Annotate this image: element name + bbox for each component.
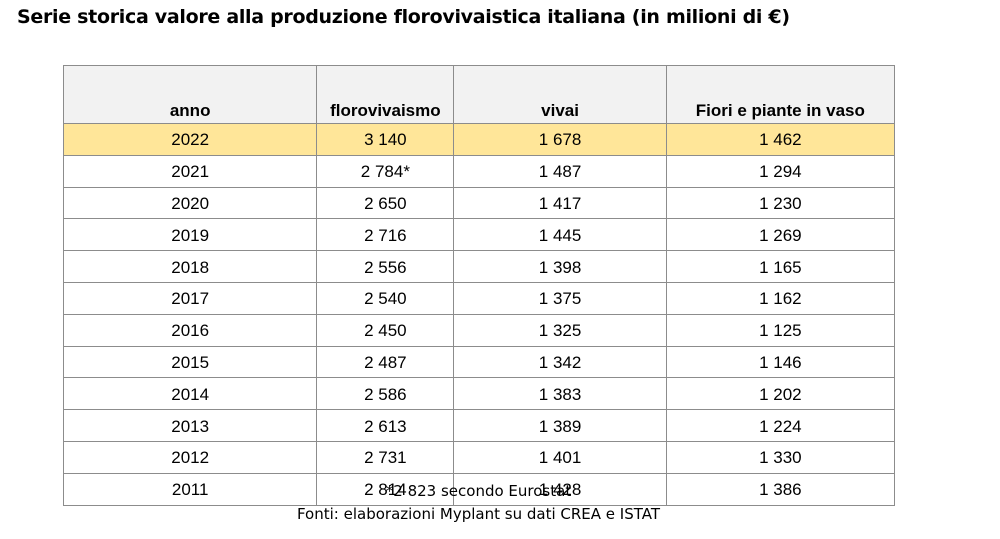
table-row: 2013 2 613 1 389 1 224	[62, 409, 896, 442]
table-row-highlighted: 2022 3 140 1 678 1 462	[62, 123, 896, 156]
cell-fiori-piante-vaso: 1 125	[665, 313, 896, 347]
cell-florovivaismo: 2 613	[316, 409, 455, 442]
cell-vivai: 1 325	[453, 313, 667, 347]
cell-vivai: 1 342	[453, 345, 667, 379]
cell-vivai: 1 678	[453, 123, 667, 156]
footnote-eurostat: *2 823 secondo Eurostat	[385, 482, 572, 500]
table-row: 2014 2 586 1 383 1 202	[62, 377, 896, 411]
cell-florovivaismo: 2 814	[316, 472, 455, 506]
cell-vivai: 1 383	[453, 377, 667, 411]
production-value-table: anno florovivaismo vivai Fiori e piante …	[62, 65, 896, 506]
header-fiori-piante-vaso: Fiori e piante in vaso	[665, 65, 896, 124]
cell-vivai: 1 445	[453, 218, 667, 252]
cell-florovivaismo: 3 140	[316, 123, 455, 156]
cell-fiori-piante-vaso: 1 330	[665, 440, 896, 474]
cell-fiori-piante-vaso: 1 165	[665, 250, 896, 283]
table-row: 2017 2 540 1 375 1 162	[62, 281, 896, 315]
cell-anno: 2018	[62, 250, 318, 283]
cell-fiori-piante-vaso: 1 202	[665, 377, 896, 411]
header-florovivaismo: florovivaismo	[316, 65, 455, 124]
cell-vivai: 1 487	[453, 154, 667, 188]
table-row: 2018 2 556 1 398 1 165	[62, 250, 896, 283]
cell-fiori-piante-vaso: 1 462	[665, 123, 896, 156]
cell-florovivaismo: 2 731	[316, 440, 455, 474]
page-title: Serie storica valore alla produzione flo…	[17, 6, 790, 28]
cell-fiori-piante-vaso: 1 386	[665, 472, 896, 506]
header-anno: anno	[62, 65, 318, 124]
cell-florovivaismo: 2 784*	[316, 154, 455, 188]
table-row: 2020 2 650 1 417 1 230	[62, 186, 896, 220]
cell-fiori-piante-vaso: 1 162	[665, 281, 896, 315]
cell-florovivaismo: 2 586	[316, 377, 455, 411]
cell-fiori-piante-vaso: 1 146	[665, 345, 896, 379]
cell-anno: 2020	[62, 186, 318, 220]
footnote-sources: Fonti: elaborazioni Myplant su dati CREA…	[296, 505, 661, 523]
table-row: 2011 2 814 1 428 1 386	[62, 472, 896, 506]
cell-florovivaismo: 2 450	[316, 313, 455, 347]
table-row: 2016 2 450 1 325 1 125	[62, 313, 896, 347]
cell-anno: 2019	[62, 218, 318, 252]
cell-fiori-piante-vaso: 1 230	[665, 186, 896, 220]
cell-anno: 2016	[62, 313, 318, 347]
cell-anno: 2014	[62, 377, 318, 411]
cell-florovivaismo: 2 716	[316, 218, 455, 252]
cell-anno: 2021	[62, 154, 318, 188]
cell-vivai: 1 417	[453, 186, 667, 220]
table-row: 2015 2 487 1 342 1 146	[62, 345, 896, 379]
cell-anno: 2013	[62, 409, 318, 442]
table-row: 2012 2 731 1 401 1 330	[62, 440, 896, 474]
table-row: 2021 2 784* 1 487 1 294	[62, 154, 896, 188]
table-header-row: anno florovivaismo vivai Fiori e piante …	[62, 65, 896, 124]
cell-anno: 2012	[62, 440, 318, 474]
cell-fiori-piante-vaso: 1 224	[665, 409, 896, 442]
cell-fiori-piante-vaso: 1 294	[665, 154, 896, 188]
cell-anno: 2011	[62, 472, 318, 506]
cell-vivai: 1 375	[453, 281, 667, 315]
header-vivai: vivai	[453, 65, 667, 124]
cell-anno: 2015	[62, 345, 318, 379]
cell-fiori-piante-vaso: 1 269	[665, 218, 896, 252]
cell-florovivaismo: 2 487	[316, 345, 455, 379]
cell-florovivaismo: 2 556	[316, 250, 455, 283]
cell-anno: 2022	[62, 123, 318, 156]
cell-vivai: 1 389	[453, 409, 667, 442]
cell-florovivaismo: 2 650	[316, 186, 455, 220]
cell-anno: 2017	[62, 281, 318, 315]
table-row: 2019 2 716 1 445 1 269	[62, 218, 896, 252]
cell-vivai: 1 401	[453, 440, 667, 474]
cell-vivai: 1 398	[453, 250, 667, 283]
cell-florovivaismo: 2 540	[316, 281, 455, 315]
